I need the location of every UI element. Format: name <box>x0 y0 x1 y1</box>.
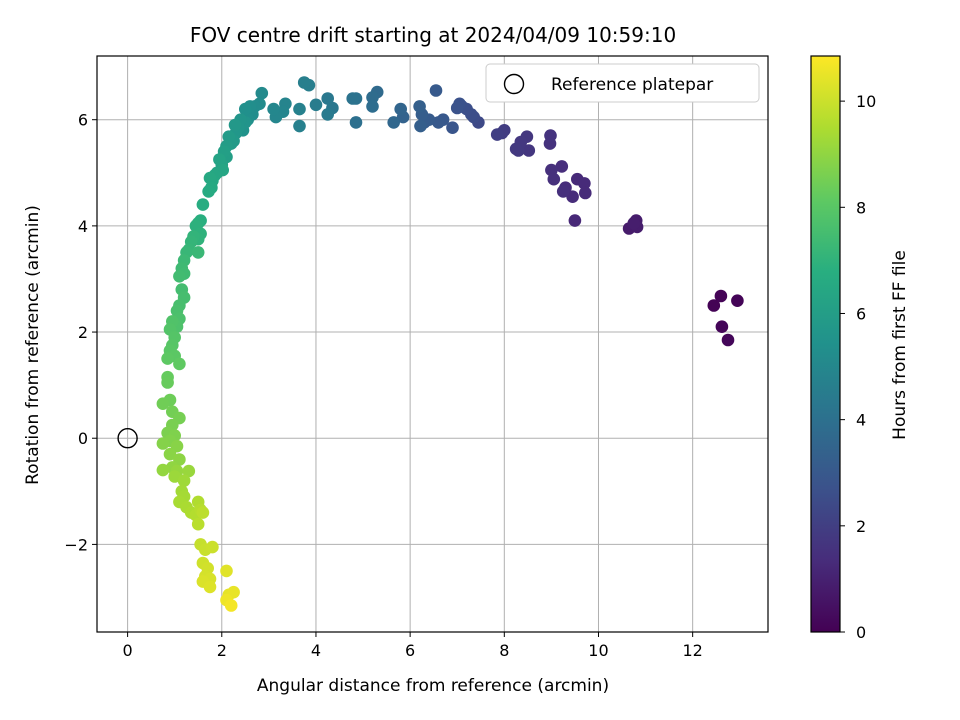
colorbar-tick-label: 0 <box>856 623 866 642</box>
y-axis-ticks: −2 0 2 4 6 <box>64 111 97 554</box>
scatter-point <box>173 270 186 283</box>
scatter-point <box>321 92 335 105</box>
scatter-point <box>490 128 504 141</box>
y-tick-label: 0 <box>78 429 88 448</box>
scatter-point <box>450 101 464 115</box>
x-tick-label: 0 <box>123 641 133 660</box>
scatter-point <box>578 177 591 190</box>
scatter-point <box>394 102 408 116</box>
scatter-point <box>731 294 744 308</box>
scatter-point <box>191 246 205 259</box>
scatter-point <box>297 76 311 89</box>
scatter-point <box>255 86 269 100</box>
y-tick-label: 2 <box>78 323 88 342</box>
legend-entry-label: Reference platepar <box>551 75 713 95</box>
scatter-point <box>168 470 181 483</box>
x-tick-label: 10 <box>588 641 608 660</box>
scatter-point <box>321 108 335 121</box>
scatter-point <box>429 84 443 97</box>
scatter-point <box>413 100 426 113</box>
scatter-point <box>714 289 728 303</box>
scatter-point <box>556 185 570 198</box>
scatter-point <box>293 102 306 116</box>
scatter-point <box>715 320 729 334</box>
x-tick-label: 2 <box>217 641 227 660</box>
scatter-point <box>346 92 360 105</box>
colorbar-tick-label: 10 <box>856 92 876 111</box>
scatter-point <box>182 464 196 478</box>
colorbar-ticks: 0 2 4 6 8 10 <box>840 92 876 642</box>
reference-platepar-marker <box>117 428 138 449</box>
colorbar-gradient <box>811 56 840 632</box>
scatter-point <box>161 376 174 389</box>
scatter-point <box>568 214 582 227</box>
scatter-point <box>156 437 170 450</box>
scatter-point <box>309 98 323 112</box>
x-tick-label: 6 <box>405 641 415 660</box>
scatter-point <box>213 153 226 166</box>
colorbar-tick-label: 6 <box>856 304 866 323</box>
scatter-point <box>707 299 721 312</box>
scatter-point <box>579 186 592 200</box>
scatter-point <box>366 91 379 104</box>
scatter-point <box>224 599 238 612</box>
scatter-point <box>544 129 557 142</box>
scatter-point <box>387 116 401 129</box>
y-tick-label: 6 <box>78 111 88 130</box>
x-tick-label: 8 <box>499 641 509 660</box>
legend-marker-icon <box>503 73 525 95</box>
scatter-point <box>366 100 379 113</box>
colorbar-label: Hours from first FF file <box>890 250 910 440</box>
scatter-point <box>349 116 363 129</box>
colorbar-tick-label: 2 <box>856 517 866 536</box>
colorbar: 0 2 4 6 8 10 <box>810 55 876 642</box>
scatter-point <box>522 144 536 157</box>
scatter-point <box>414 119 427 133</box>
y-tick-label: −2 <box>64 535 88 554</box>
scatter-point <box>228 118 242 132</box>
scatter-point <box>566 190 579 203</box>
x-axis-ticks: 0 2 4 6 8 10 12 <box>123 632 703 660</box>
scatter-point <box>206 540 219 554</box>
scatter-point <box>196 506 210 519</box>
scatter-point <box>177 474 191 488</box>
scatter-point <box>721 333 735 347</box>
scatter-point <box>627 216 641 230</box>
scatter-point <box>161 352 174 365</box>
colorbar-frame <box>810 55 841 633</box>
scatter-point <box>202 185 215 198</box>
scatter-points <box>156 76 744 612</box>
scatter-point <box>173 357 186 371</box>
scatter-point <box>222 130 236 143</box>
scatter-point <box>203 580 217 594</box>
y-axis-label: Rotation from reference (arcmin) <box>23 205 43 485</box>
scatter-point <box>293 119 306 133</box>
scatter-point <box>267 102 280 116</box>
colorbar-tick-label: 4 <box>856 411 866 430</box>
plot-area: 0 2 4 6 8 10 12 −2 0 2 4 6 <box>64 55 769 660</box>
scatter-point <box>196 198 210 211</box>
scatter-point <box>156 463 170 477</box>
scatter-point <box>509 142 523 156</box>
scatter-point <box>220 564 233 578</box>
x-tick-label: 4 <box>311 641 321 660</box>
scatter-point <box>555 160 569 173</box>
scatter-point <box>191 517 205 531</box>
scatter-point <box>163 447 177 461</box>
chart-title: FOV centre drift starting at 2024/04/09 … <box>190 23 676 47</box>
y-tick-label: 4 <box>78 217 88 236</box>
x-axis-label: Angular distance from reference (arcmin) <box>257 676 609 696</box>
scatter-point <box>446 121 459 134</box>
scatter-point <box>545 163 558 177</box>
legend-box <box>485 63 760 103</box>
scatter-point <box>239 102 252 116</box>
scatter-point <box>156 397 170 411</box>
plot-frame <box>96 55 769 633</box>
colorbar-tick-label: 8 <box>856 198 866 217</box>
scatter-point <box>203 171 217 185</box>
x-tick-label: 12 <box>682 641 702 660</box>
legend: Reference platepar <box>485 63 760 103</box>
